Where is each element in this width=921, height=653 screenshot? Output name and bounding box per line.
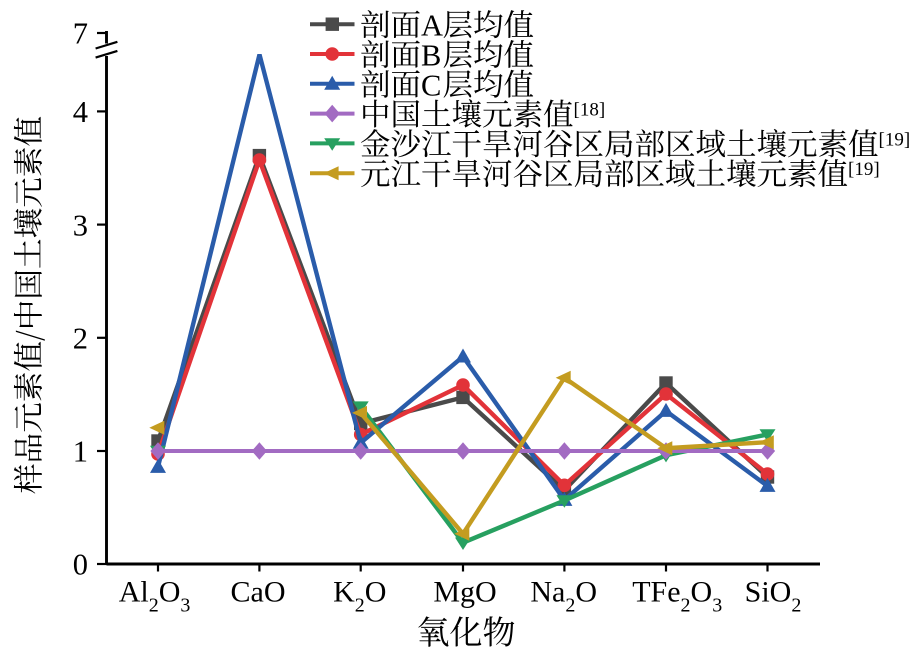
svg-text:B: B [421,39,441,73]
svg-text:Al2O3: Al2O3 [119,576,191,617]
svg-text:K2O: K2O [333,576,386,617]
svg-text:Na2O: Na2O [530,576,597,617]
svg-text:1: 1 [73,435,88,469]
svg-text:4: 4 [73,95,88,129]
svg-text:A: A [421,9,443,43]
svg-text:2: 2 [73,322,88,356]
svg-text:7: 7 [73,17,88,51]
svg-text:MgO: MgO [433,576,496,609]
svg-text:TFe2O3: TFe2O3 [632,576,722,617]
svg-text:[19]: [19] [879,129,911,150]
svg-text:[19]: [19] [848,159,880,180]
svg-text:0: 0 [73,548,88,582]
svg-text:SiO2: SiO2 [745,576,802,617]
svg-text:3: 3 [73,208,88,242]
svg-text:CaO: CaO [231,576,286,609]
svg-text:[18]: [18] [574,100,606,121]
svg-text:C: C [421,68,441,102]
